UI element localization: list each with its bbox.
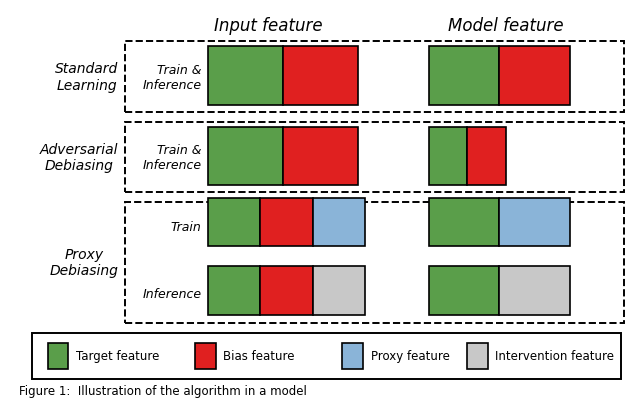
Bar bbox=[195, 343, 216, 369]
Bar bbox=[208, 47, 283, 105]
Bar bbox=[499, 267, 570, 315]
Bar bbox=[208, 198, 260, 247]
Text: Target feature: Target feature bbox=[76, 349, 159, 363]
Text: Figure 1:  Illustration of the algorithm in a model: Figure 1: Illustration of the algorithm … bbox=[19, 385, 307, 397]
Bar bbox=[312, 198, 365, 247]
Bar bbox=[429, 47, 499, 105]
Bar bbox=[429, 198, 499, 247]
Bar bbox=[125, 122, 624, 192]
Bar bbox=[312, 267, 365, 315]
Bar bbox=[125, 42, 624, 112]
Bar bbox=[208, 128, 283, 186]
Bar bbox=[260, 267, 312, 315]
Bar bbox=[260, 198, 312, 247]
Bar bbox=[48, 343, 68, 369]
Text: Standard
Learning: Standard Learning bbox=[55, 62, 118, 93]
Bar bbox=[467, 343, 488, 369]
Bar bbox=[429, 267, 499, 315]
Bar bbox=[499, 47, 570, 105]
Bar bbox=[125, 203, 624, 323]
Text: Adversarial
Debiasing: Adversarial Debiasing bbox=[40, 142, 118, 173]
Text: Intervention feature: Intervention feature bbox=[495, 349, 614, 363]
Bar bbox=[32, 333, 621, 379]
Text: Train &
Inference: Train & Inference bbox=[143, 144, 202, 172]
Bar bbox=[283, 47, 358, 105]
Bar bbox=[208, 267, 260, 315]
Bar bbox=[283, 128, 358, 186]
Text: Train &
Inference: Train & Inference bbox=[143, 63, 202, 91]
Text: Inference: Inference bbox=[143, 288, 202, 300]
Text: Bias feature: Bias feature bbox=[223, 349, 295, 363]
Bar bbox=[499, 198, 570, 247]
Text: Proxy feature: Proxy feature bbox=[371, 349, 449, 363]
Bar bbox=[342, 343, 363, 369]
Bar bbox=[429, 128, 467, 186]
Bar bbox=[467, 128, 506, 186]
Text: Train: Train bbox=[171, 220, 202, 233]
Text: Proxy
Debiasing: Proxy Debiasing bbox=[49, 247, 118, 278]
Text: Input feature: Input feature bbox=[214, 17, 323, 35]
Text: Model feature: Model feature bbox=[448, 17, 563, 35]
